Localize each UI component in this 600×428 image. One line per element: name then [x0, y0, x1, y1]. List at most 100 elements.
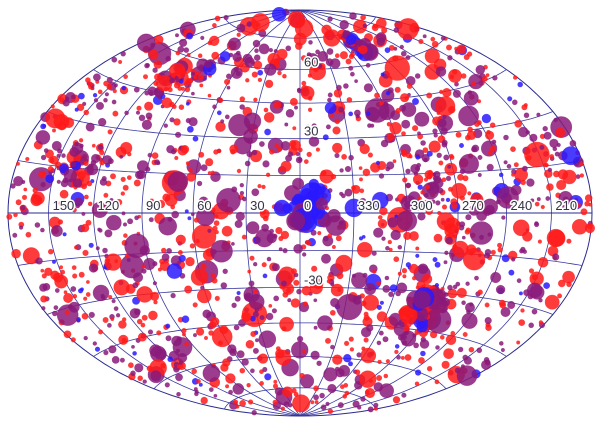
source-marker: [20, 205, 26, 211]
source-marker: [19, 225, 24, 230]
source-marker: [389, 284, 398, 293]
source-marker: [287, 403, 293, 408]
source-marker: [290, 268, 298, 275]
source-marker: [313, 325, 318, 330]
source-marker: [219, 51, 231, 62]
source-marker: [443, 217, 461, 234]
source-marker: [144, 90, 150, 96]
source-marker: [191, 368, 197, 375]
source-marker: [262, 273, 268, 279]
source-marker: [403, 231, 412, 240]
source-marker: [440, 35, 446, 41]
source-marker: [305, 240, 311, 245]
source-marker: [358, 166, 363, 171]
source-marker: [309, 182, 319, 192]
source-marker: [456, 287, 467, 299]
source-marker: [108, 345, 117, 354]
source-marker: [177, 352, 188, 363]
source-marker: [136, 318, 143, 325]
source-marker: [201, 278, 206, 283]
source-marker: [394, 22, 399, 27]
source-marker: [452, 89, 462, 98]
source-marker: [257, 69, 264, 76]
source-marker: [118, 59, 123, 64]
source-marker: [327, 408, 334, 414]
source-marker: [389, 121, 402, 135]
source-marker: [360, 14, 366, 21]
source-marker: [85, 77, 91, 83]
source-marker: [378, 330, 384, 336]
source-marker: [107, 322, 112, 328]
source-marker: [335, 84, 342, 91]
source-marker: [458, 153, 479, 174]
source-marker: [174, 75, 179, 81]
source-marker: [69, 146, 80, 157]
source-marker: [349, 12, 357, 20]
source-marker: [521, 104, 528, 111]
source-marker: [338, 106, 345, 113]
source-marker: [175, 234, 186, 245]
source-marker: [435, 297, 444, 306]
source-marker: [485, 130, 495, 140]
source-marker: [153, 34, 164, 45]
source-marker: [62, 232, 67, 237]
source-marker: [242, 53, 253, 64]
source-marker: [380, 72, 385, 77]
source-marker: [219, 325, 229, 335]
source-marker: [111, 299, 116, 304]
source-marker: [415, 246, 420, 251]
source-marker: [121, 317, 127, 322]
source-marker: [271, 308, 278, 314]
source-marker: [386, 161, 395, 170]
source-marker: [401, 149, 407, 155]
source-marker: [462, 331, 468, 337]
source-marker: [481, 113, 492, 124]
source-marker: [83, 296, 88, 301]
source-marker: [184, 86, 191, 93]
source-marker: [451, 182, 467, 199]
source-marker: [495, 284, 506, 295]
parallel-line: [17, 160, 583, 176]
source-marker: [385, 359, 391, 364]
source-marker: [148, 91, 154, 97]
source-marker: [481, 140, 498, 157]
source-marker: [569, 139, 577, 147]
source-marker: [376, 374, 383, 381]
source-marker: [386, 122, 392, 127]
source-marker: [215, 121, 226, 132]
source-marker: [455, 281, 461, 287]
source-marker: [184, 209, 189, 214]
source-marker: [296, 87, 302, 92]
source-marker: [373, 402, 379, 408]
source-marker: [95, 246, 100, 251]
source-marker: [192, 75, 198, 80]
source-marker: [437, 187, 444, 194]
source-marker: [316, 63, 323, 69]
source-marker: [325, 401, 330, 407]
source-marker: [329, 309, 336, 316]
source-marker: [158, 216, 177, 236]
source-marker: [445, 334, 457, 346]
source-marker: [97, 144, 104, 151]
source-marker: [442, 114, 447, 120]
source-marker: [200, 396, 208, 405]
source-marker: [575, 174, 581, 179]
source-marker: [264, 79, 274, 89]
source-marker: [58, 199, 66, 208]
source-marker: [490, 249, 496, 255]
source-marker: [415, 253, 420, 258]
source-marker: [224, 114, 230, 120]
source-marker: [303, 159, 309, 164]
source-marker: [310, 400, 315, 405]
source-marker: [421, 182, 440, 200]
source-marker: [45, 174, 55, 184]
source-marker: [507, 300, 516, 309]
source-marker: [383, 373, 389, 379]
source-marker: [456, 44, 467, 55]
source-marker: [402, 177, 408, 183]
source-marker: [88, 311, 95, 319]
source-marker: [558, 191, 573, 206]
source-marker: [198, 74, 205, 81]
source-marker: [111, 99, 117, 105]
source-marker: [443, 154, 450, 161]
